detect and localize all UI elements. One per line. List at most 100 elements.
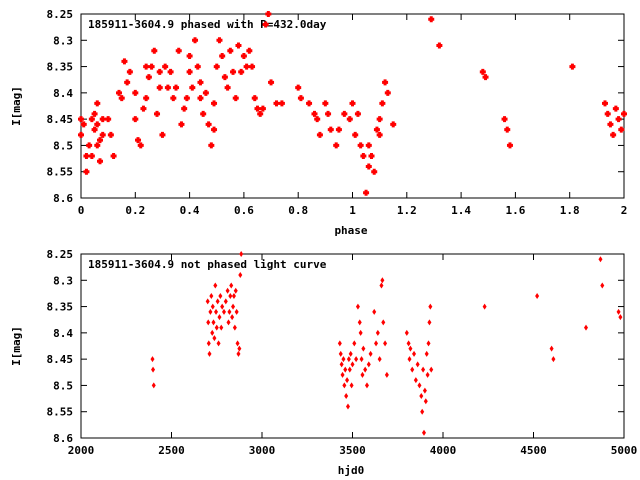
data-point: [83, 168, 90, 175]
y-tick-label: 8.25: [47, 8, 74, 21]
data-point: [341, 110, 348, 117]
data-point: [364, 382, 369, 389]
x-tick-label: 3500: [339, 444, 366, 457]
data-point: [219, 324, 224, 331]
data-point: [145, 74, 152, 81]
data-point: [347, 366, 352, 373]
x-tick-label: 2500: [158, 444, 185, 457]
data-point: [236, 350, 241, 357]
data-point: [231, 303, 236, 310]
y-tick-label: 8.45: [47, 353, 74, 366]
data-point: [135, 137, 142, 144]
unphased-y-axis-label: I[mag]: [10, 326, 23, 366]
y-tick-label: 8.25: [47, 248, 74, 261]
data-point: [381, 319, 386, 326]
y-tick-label: 8.4: [53, 327, 73, 340]
data-point: [88, 152, 95, 159]
data-point: [257, 110, 264, 117]
data-point: [415, 361, 420, 368]
data-point: [352, 131, 359, 138]
data-point: [423, 398, 428, 405]
unphased-plot-frame: [80, 253, 625, 439]
data-point: [337, 340, 342, 347]
data-point: [214, 308, 219, 315]
data-point: [251, 95, 258, 102]
data-point: [116, 89, 123, 96]
data-point: [97, 158, 104, 165]
data-point: [374, 340, 379, 347]
data-point: [215, 298, 220, 305]
data-point: [217, 314, 222, 321]
data-point: [97, 137, 104, 144]
x-tick-label: 1: [349, 204, 356, 217]
data-point: [240, 53, 247, 60]
data-point: [78, 116, 84, 123]
data-point: [377, 356, 382, 363]
data-point: [164, 84, 171, 91]
data-point: [297, 95, 304, 102]
data-point: [355, 303, 360, 310]
data-point: [162, 63, 169, 70]
data-point: [232, 324, 237, 331]
data-point: [209, 293, 214, 300]
data-point: [189, 84, 196, 91]
unphased-plot-title: 185911-3604.9 not phased light curve: [88, 258, 327, 271]
data-point: [218, 293, 223, 300]
data-point: [78, 131, 84, 138]
data-point: [342, 382, 347, 389]
data-point: [426, 340, 431, 347]
data-point: [214, 324, 219, 331]
data-point: [230, 68, 237, 75]
data-point: [360, 371, 365, 378]
data-point: [413, 377, 418, 384]
data-point: [154, 110, 161, 117]
data-point: [246, 47, 253, 54]
y-tick-label: 8.35: [47, 61, 74, 74]
data-point: [419, 392, 424, 399]
data-point: [428, 303, 433, 310]
data-point: [610, 131, 617, 138]
data-point: [615, 116, 622, 123]
data-point: [173, 84, 180, 91]
x-tick-label: 4000: [430, 444, 457, 457]
data-point: [412, 350, 417, 357]
data-point: [365, 163, 372, 170]
y-tick-label: 8.6: [53, 432, 73, 445]
x-tick-label: 0.8: [288, 204, 308, 217]
data-point: [200, 110, 207, 117]
data-point: [99, 116, 106, 123]
data-point: [479, 68, 486, 75]
data-point: [345, 403, 350, 410]
data-point: [206, 319, 211, 326]
data-point: [349, 100, 356, 107]
data-point: [194, 63, 201, 70]
data-point: [421, 366, 426, 373]
data-point: [175, 47, 182, 54]
data-point: [501, 116, 508, 123]
data-point: [232, 95, 239, 102]
data-point: [360, 152, 367, 159]
phased-axis-ticks: 0 0.2 0.4 0.6 0.8 1 1.2 1.4 1.6 1.8 2 8.25 8.3 8.35 8.…: [47, 8, 628, 217]
data-point: [208, 308, 213, 315]
data-point: [601, 100, 608, 107]
data-point: [371, 168, 378, 175]
x-tick-label: 0: [78, 204, 85, 217]
data-point: [140, 105, 147, 112]
data-point: [91, 126, 98, 133]
data-point: [186, 68, 193, 75]
data-point: [183, 95, 190, 102]
data-point: [235, 340, 240, 347]
x-tick-label: 0.2: [125, 204, 145, 217]
data-point: [118, 95, 125, 102]
data-point: [425, 371, 430, 378]
data-point: [338, 350, 343, 357]
data-point: [368, 350, 373, 357]
data-point: [421, 429, 426, 436]
data-point: [354, 110, 361, 117]
data-point: [348, 350, 353, 357]
data-point: [618, 126, 625, 133]
y-tick-label: 8.45: [47, 113, 74, 126]
data-point: [311, 110, 318, 117]
x-tick-label: 2000: [68, 444, 95, 457]
